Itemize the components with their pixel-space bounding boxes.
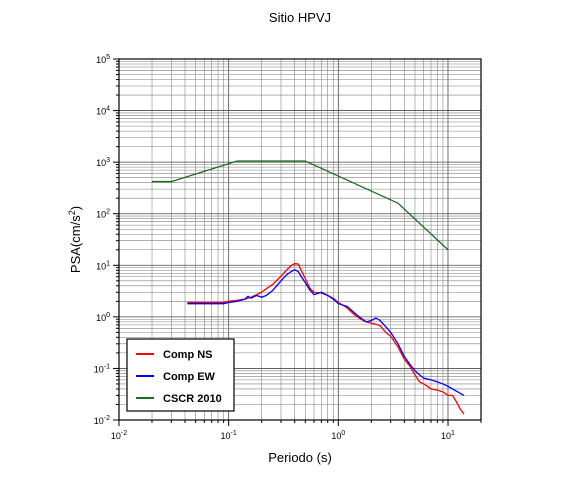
series-line-cscr-2010 xyxy=(152,160,449,251)
legend: Comp NS Comp EW CSCR 2010 xyxy=(126,338,235,412)
y-tick-label: 105 xyxy=(96,54,110,65)
x-axis-label: Periodo (s) xyxy=(268,450,332,465)
y-axis-label: PSA(cm/s2) xyxy=(67,206,83,273)
x-tick-label: 100 xyxy=(331,430,345,441)
x-tick-label: 10-1 xyxy=(221,430,237,441)
y-tick-label: 10-1 xyxy=(94,363,110,374)
tick-layer: 10-2 10-1 100 101 10-2 10-1 100 101 102 103 104 105 xyxy=(94,54,482,441)
y-tick-label: 104 xyxy=(96,106,110,117)
chart-title: Sitio HPVJ xyxy=(269,10,331,25)
legend-label: Comp NS xyxy=(163,349,213,361)
x-tick-label: 101 xyxy=(441,430,455,441)
y-tick-label: 103 xyxy=(96,157,110,168)
legend-label: Comp EW xyxy=(163,371,216,383)
y-tick-label: 10-2 xyxy=(94,415,110,426)
grid-layer xyxy=(118,58,482,421)
series-layer xyxy=(152,160,465,415)
y-tick-label: 101 xyxy=(96,260,110,271)
y-tick-label: 102 xyxy=(96,209,110,220)
plot-frame xyxy=(118,58,482,421)
y-tick-label: 100 xyxy=(96,312,110,323)
series-line-comp-ew xyxy=(187,269,465,396)
legend-label: CSCR 2010 xyxy=(163,393,222,405)
x-tick-label: 10-2 xyxy=(111,430,127,441)
